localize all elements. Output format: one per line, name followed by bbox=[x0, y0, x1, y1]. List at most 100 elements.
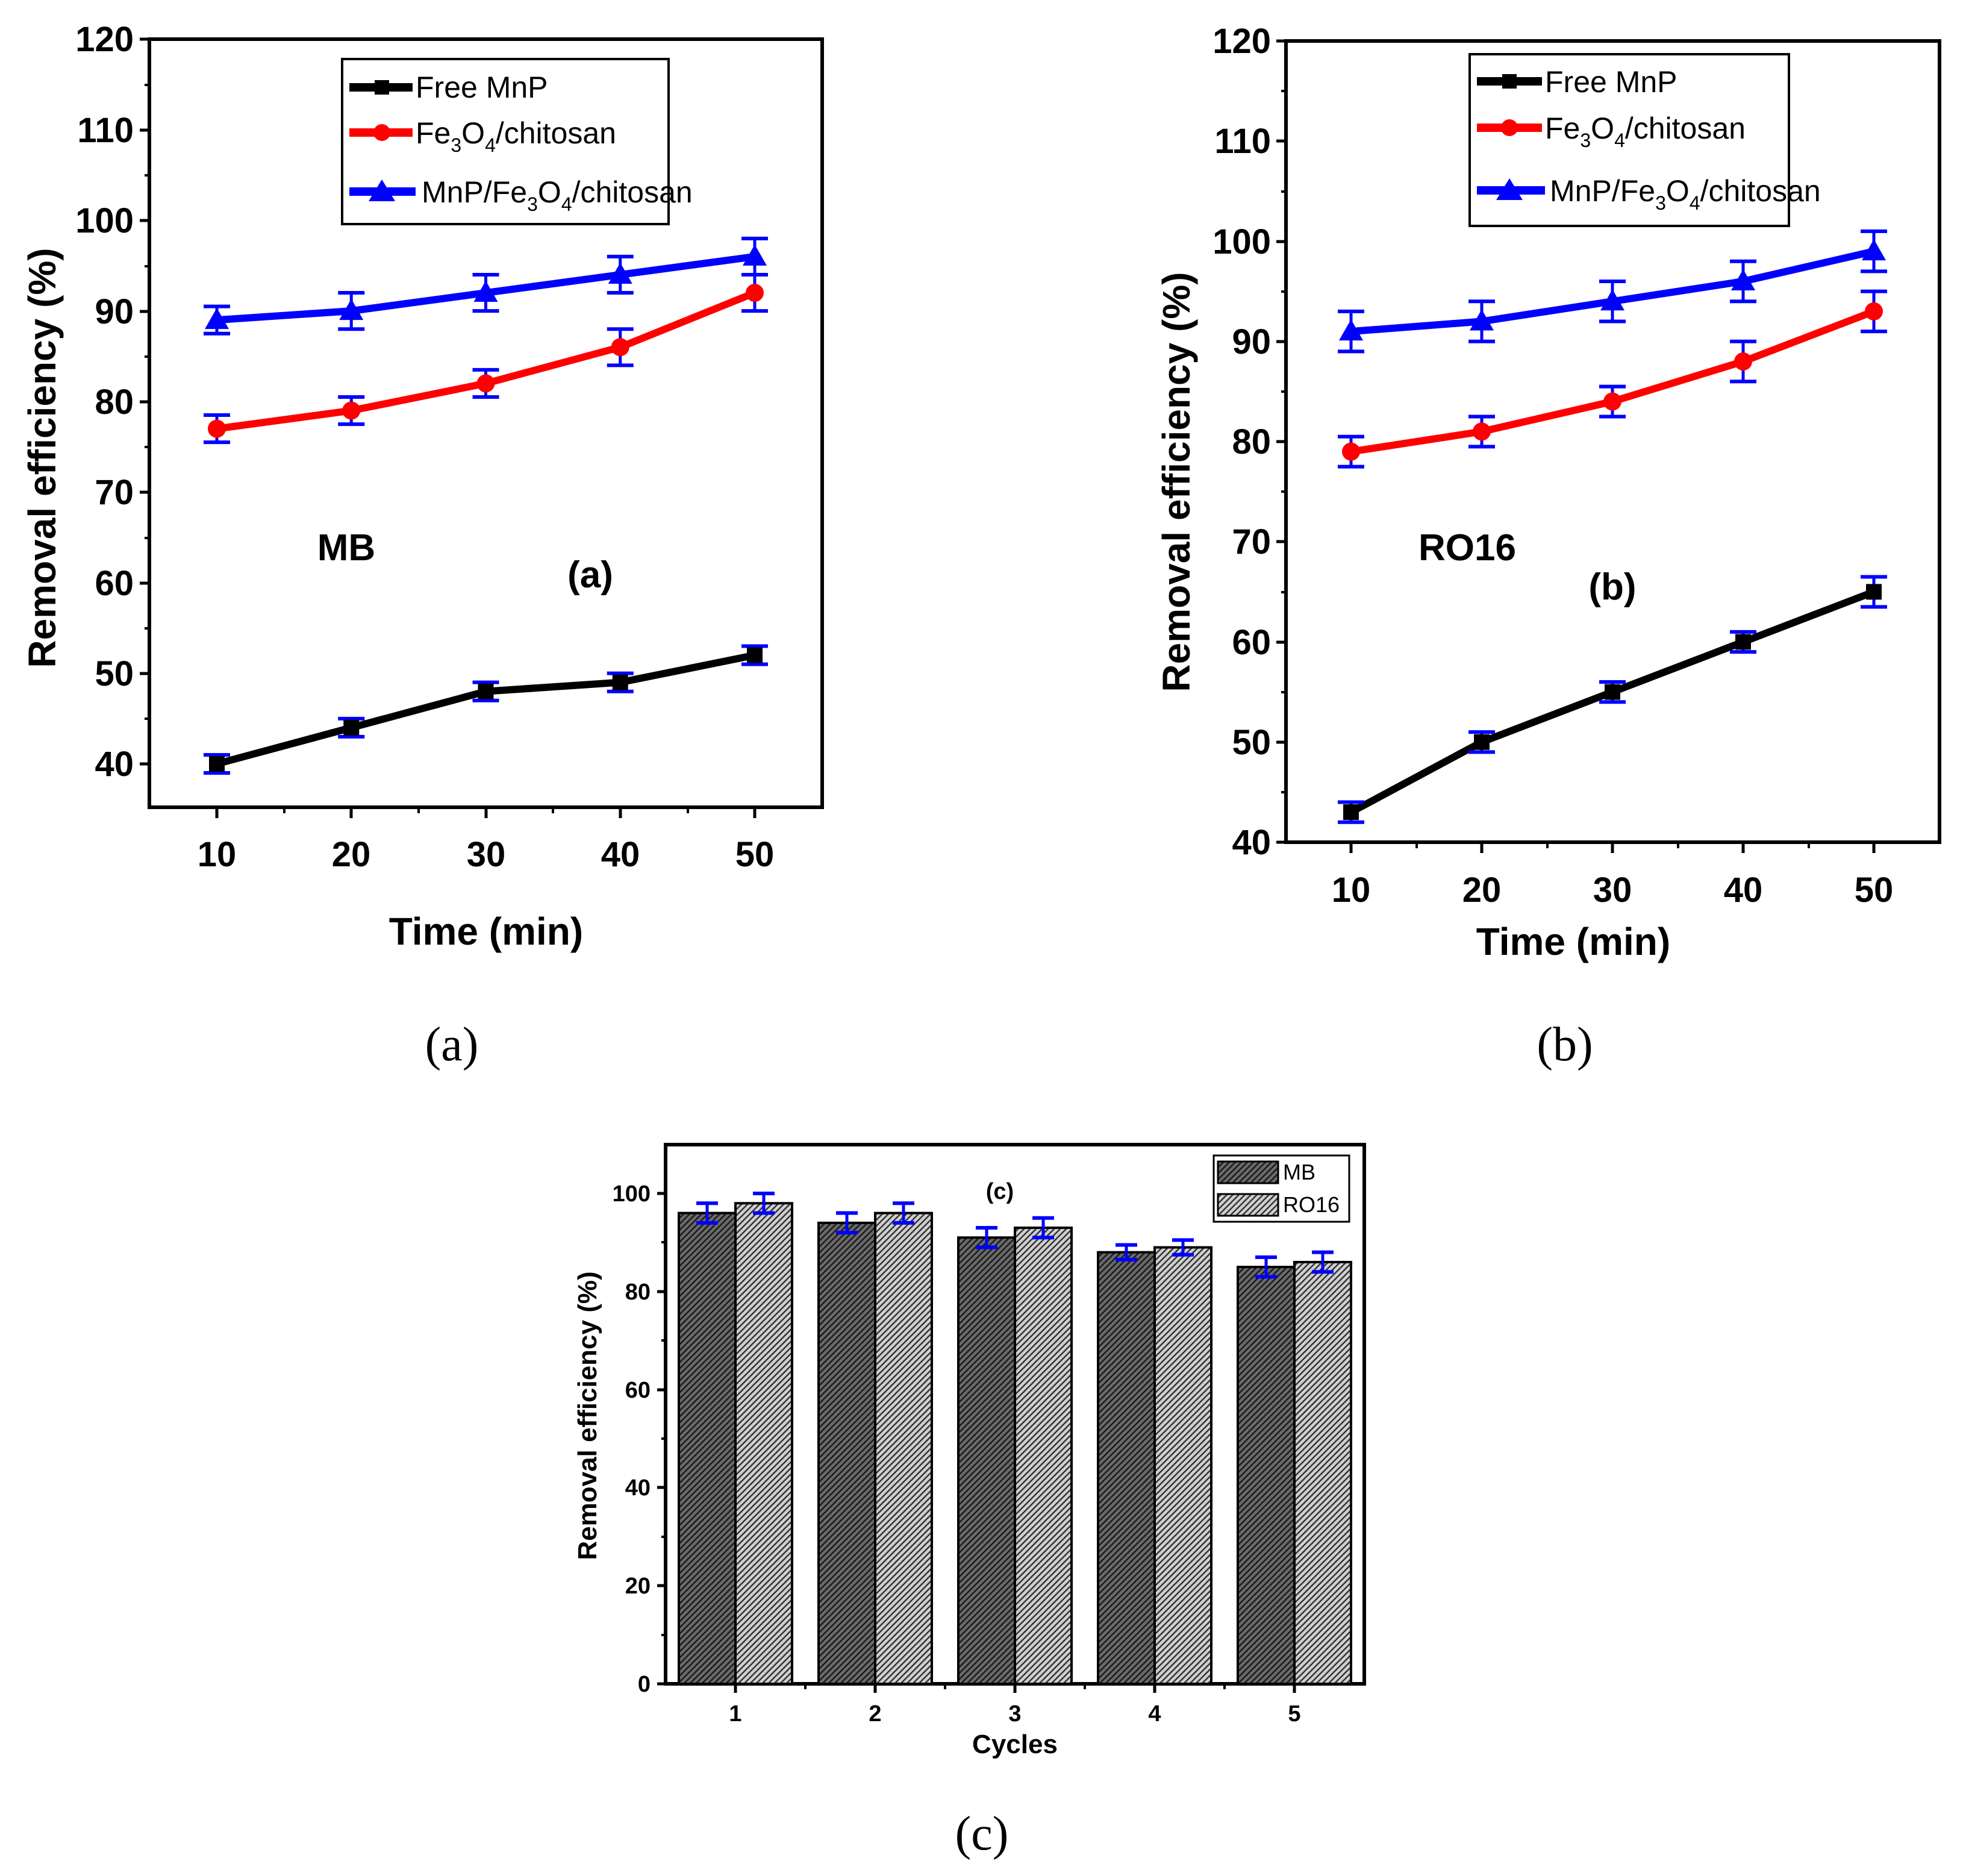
data-point bbox=[1339, 319, 1363, 341]
series-line bbox=[216, 651, 756, 768]
legend-marker bbox=[375, 80, 389, 95]
x-axis-title: Time (min) bbox=[1476, 920, 1670, 963]
x-tick-label: 1 bbox=[729, 1701, 741, 1727]
panel-tag: (b) bbox=[1588, 566, 1636, 608]
legend: Free MnP Fe3O4/chitosan MnP/Fe3O4/chitos… bbox=[1468, 53, 1821, 227]
y-tick-label: 50 bbox=[1232, 723, 1271, 762]
x-tick-label: 20 bbox=[1462, 871, 1502, 910]
x-tick-label: 3 bbox=[1008, 1701, 1021, 1727]
y-tick-label: 100 bbox=[1212, 222, 1271, 261]
y-axis-title: Removal efficiency (%) bbox=[573, 1271, 602, 1560]
y-tick-label: 60 bbox=[625, 1378, 651, 1403]
caption-c: (c) bbox=[955, 1807, 1009, 1860]
x-tick-label: 50 bbox=[1855, 871, 1894, 910]
data-point bbox=[611, 338, 629, 357]
chart-panel-b: 40 50 60 70 80 90 100 110 120 10 20 30 4… bbox=[1155, 22, 1941, 963]
data-point bbox=[1605, 684, 1620, 700]
bar bbox=[1153, 1246, 1212, 1686]
legend: MB RO16 bbox=[1212, 1154, 1350, 1223]
legend-label: Free MnP bbox=[416, 70, 548, 104]
bar bbox=[734, 1202, 793, 1685]
x-tick-label: 40 bbox=[1724, 871, 1763, 910]
y-tick-label: 20 bbox=[625, 1574, 651, 1599]
x-tick-label: 40 bbox=[601, 835, 640, 874]
data-point bbox=[343, 719, 360, 736]
y-tick-label: 100 bbox=[75, 201, 134, 240]
caption-b: (b) bbox=[1537, 1018, 1593, 1071]
annotation-label: MB bbox=[317, 527, 375, 569]
y-axis-title: Removal efficiency (%) bbox=[1155, 272, 1198, 692]
legend-swatch-ro16 bbox=[1217, 1193, 1279, 1217]
legend-marker bbox=[369, 180, 395, 201]
y-tick-label: 90 bbox=[95, 292, 134, 331]
y-axis-title: Removal efficiency (%) bbox=[20, 248, 64, 668]
data-point bbox=[1474, 734, 1490, 750]
data-point bbox=[612, 674, 628, 690]
y-axis-ticks: 40 50 60 70 80 90 100 110 120 bbox=[75, 20, 149, 784]
legend-swatch-mb bbox=[1217, 1160, 1279, 1184]
bar bbox=[874, 1212, 933, 1686]
data-point bbox=[1343, 804, 1359, 821]
annotation-label: RO16 bbox=[1418, 527, 1516, 569]
data-point bbox=[1600, 289, 1624, 311]
y-tick-label: 120 bbox=[75, 20, 134, 59]
legend-label: RO16 bbox=[1283, 1192, 1340, 1217]
y-tick-label: 40 bbox=[95, 745, 134, 784]
y-tick-label: 60 bbox=[1232, 623, 1271, 662]
y-tick-label: 80 bbox=[95, 383, 134, 422]
legend-marker bbox=[373, 124, 390, 141]
legend-marker bbox=[1496, 178, 1523, 200]
x-tick-label: 20 bbox=[332, 835, 371, 874]
legend-marker bbox=[1502, 74, 1517, 89]
bar bbox=[1293, 1260, 1352, 1685]
data-point bbox=[1731, 269, 1755, 290]
x-tick-label: 30 bbox=[467, 835, 506, 874]
data-point bbox=[1865, 302, 1883, 320]
bar bbox=[1014, 1226, 1073, 1685]
y-tick-label: 60 bbox=[95, 564, 134, 603]
legend-marker bbox=[1501, 119, 1518, 136]
data-point bbox=[1862, 239, 1886, 261]
x-axis-ticks: 1 2 3 4 5 bbox=[729, 1684, 1301, 1727]
y-tick-label: 40 bbox=[1232, 823, 1271, 862]
data-point bbox=[743, 244, 767, 266]
data-point bbox=[608, 262, 632, 284]
data-point bbox=[473, 281, 498, 302]
y-tick-label: 50 bbox=[95, 654, 134, 693]
x-tick-label: 50 bbox=[735, 835, 775, 874]
data-point bbox=[478, 683, 494, 699]
legend-label: Free MnP bbox=[1545, 65, 1677, 99]
data-point bbox=[1342, 442, 1360, 461]
panel-tag: (c) bbox=[986, 1179, 1014, 1204]
legend-label: Fe3O4/chitosan bbox=[1545, 111, 1746, 151]
y-tick-label: 110 bbox=[77, 111, 134, 150]
legend-label: MnP/Fe3O4/chitosan bbox=[1550, 174, 1821, 214]
x-tick-label: 10 bbox=[1332, 871, 1371, 910]
data-point bbox=[746, 284, 764, 302]
y-tick-label: 110 bbox=[1214, 122, 1271, 161]
data-point bbox=[747, 647, 763, 663]
y-tick-label: 70 bbox=[1232, 522, 1271, 561]
data-point bbox=[342, 401, 361, 420]
x-tick-label: 30 bbox=[1593, 871, 1632, 910]
x-tick-label: 4 bbox=[1148, 1701, 1161, 1727]
chart-panel-c: 0 20 40 60 80 100 1 2 3 4 5 Cycles Remov… bbox=[573, 1143, 1366, 1759]
data-point bbox=[1603, 392, 1621, 411]
legend-label: MnP/Fe3O4/chitosan bbox=[422, 175, 693, 215]
y-axis-ticks: 0 20 40 60 80 100 bbox=[613, 1181, 666, 1697]
data-point bbox=[1473, 422, 1491, 441]
data-point bbox=[208, 419, 226, 438]
y-tick-label: 70 bbox=[95, 473, 134, 512]
data-point bbox=[1735, 634, 1751, 650]
data-point bbox=[476, 374, 495, 393]
y-axis-ticks: 40 50 60 70 80 90 100 110 120 bbox=[1212, 22, 1286, 862]
bar bbox=[957, 1236, 1016, 1685]
data-point bbox=[205, 308, 229, 330]
y-tick-label: 80 bbox=[1232, 422, 1271, 461]
legend-label: MB bbox=[1283, 1160, 1315, 1184]
data-point bbox=[1734, 352, 1752, 371]
y-tick-label: 120 bbox=[1212, 22, 1271, 61]
panel-tag: (a) bbox=[567, 554, 613, 596]
x-axis-title: Cycles bbox=[972, 1730, 1058, 1759]
